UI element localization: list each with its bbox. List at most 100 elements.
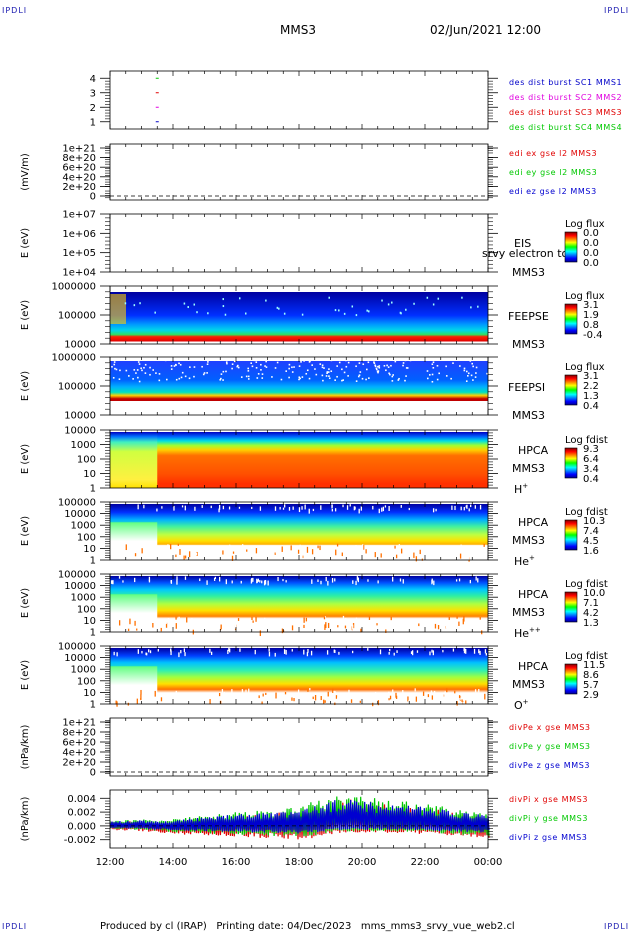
hpca_he-speckle [112, 550, 114, 555]
hpca_o-speckle [476, 699, 479, 704]
hpca_he-speckle [338, 557, 341, 561]
hpca_he2-speckle [255, 616, 257, 622]
hpca_he-speckle [167, 544, 169, 549]
hpca_he-top-gap [238, 506, 241, 509]
species-label: H+ [514, 482, 528, 496]
hpca_he2-speckle [302, 626, 304, 633]
hpca_o-speckle [333, 690, 335, 695]
feepsi-gap [402, 364, 404, 367]
hpca_he-speckle [126, 554, 128, 561]
feepsi-gap [165, 378, 168, 381]
feepse-speckle [381, 299, 383, 302]
feepsi-gap [305, 372, 308, 375]
y-axis-label: E (eV) [20, 444, 31, 474]
feepse-spectrogram [110, 292, 488, 344]
hpca_he-top-gap [349, 504, 351, 507]
feepsi-gap [206, 372, 208, 374]
divpi-series-z [109, 799, 490, 834]
hpca_o-speckle [229, 700, 232, 705]
feepsi-gap [219, 378, 222, 381]
hpca_he2-top-gap [334, 578, 336, 582]
y-tick-label: 1000 [71, 440, 96, 451]
hpca_he2-speckle [303, 624, 305, 629]
hpca_he2-speckle [257, 620, 259, 626]
y-tick-label: 10000 [64, 411, 96, 422]
feepsi-gap [144, 363, 147, 366]
hpca_o-speckle [446, 688, 448, 693]
hpca_he2-speckle [368, 616, 371, 620]
feepse-speckle [405, 308, 407, 311]
hpca_he-speckle [175, 554, 177, 558]
y-tick-label: 8e+20 [62, 728, 96, 739]
feepsi-gap [178, 377, 181, 380]
feepsi-gap [247, 375, 250, 378]
hpca_he-top-gap [274, 506, 277, 511]
hpca_he2-speckle [158, 620, 161, 623]
feepsi-gap [276, 361, 279, 364]
hpca_o-speckle [372, 702, 374, 707]
hpca_he-early-interval [110, 522, 158, 560]
feepsi-gap [274, 367, 277, 369]
spacecraft-label: MMS3 [512, 338, 545, 351]
hpca_o-speckle [160, 697, 163, 702]
hpca_o-speckle [433, 693, 435, 698]
feepsi-gap [392, 374, 394, 376]
spacecraft-label: MMS3 [512, 678, 545, 691]
hpca_o-speckle [293, 698, 295, 702]
hpca_o-top-gap [229, 648, 231, 653]
y-tick-label: 2e+20 [62, 758, 96, 769]
feepse-speckle [477, 305, 479, 308]
feepsi-gap [390, 364, 392, 367]
feepsi-gap [135, 372, 137, 374]
hpca_o-top-gap [209, 648, 211, 653]
hpca_he2-top-gap [263, 580, 266, 584]
feepsi-gap [170, 365, 173, 367]
feepsi-gap [144, 372, 147, 374]
colorbar-tick-label: 10.0 [583, 588, 605, 599]
hpca_he2-speckle [211, 622, 213, 628]
hpca_he-speckle [311, 549, 314, 555]
hpca_he-top-gap [454, 505, 456, 511]
hpca_he-speckle [223, 551, 226, 557]
colorbar-tick-label: 1.6 [583, 546, 599, 557]
y-tick-label: 10000 [64, 581, 96, 592]
y-tick-label: -0.002 [64, 835, 96, 846]
hpca_o-speckle [335, 695, 338, 699]
hpca_he-speckle [232, 551, 235, 554]
hpca_o-speckle [422, 691, 425, 696]
hpca_o-speckle [261, 701, 263, 705]
hpca_he-speckle [134, 553, 137, 557]
hpca_he-top-gap [463, 506, 465, 511]
hpca_o-top-gap [170, 648, 172, 652]
hpca_he-speckle [157, 551, 159, 556]
feepse-speckle [351, 305, 354, 308]
hpca_o-speckle [456, 701, 458, 706]
y-tick-label: 0 [90, 192, 96, 203]
feepsi-gap [155, 372, 157, 374]
hpca_he-top-gap [468, 508, 470, 512]
feepsi-gap [143, 366, 145, 369]
feepsi-gap [224, 359, 226, 361]
hpca_he-speckle [295, 557, 298, 562]
hpca_o-top-gap [463, 648, 466, 654]
feepsi-gap [383, 364, 386, 367]
feepse-speckle [276, 306, 279, 309]
hpca_he2-top-gap [433, 580, 435, 586]
hpca_o-speckle [140, 698, 142, 701]
instrument-label: HPCA [518, 444, 549, 457]
hpca_o-top-gap [334, 649, 336, 654]
feepsi-gap [467, 375, 469, 377]
feepsi-gap [201, 365, 203, 368]
feepsi-gap [389, 373, 391, 376]
hpca_he2-top-gap [320, 580, 322, 585]
hpca_o-speckle [379, 699, 382, 706]
hpca_he-speckle [275, 558, 277, 565]
hpca_he-top-gap [474, 505, 476, 509]
y-tick-label: 1000 [71, 665, 96, 676]
hpca_he-top-gap [358, 508, 360, 514]
feepsi-gap [240, 376, 243, 378]
hpca_he-speckle [319, 545, 321, 551]
